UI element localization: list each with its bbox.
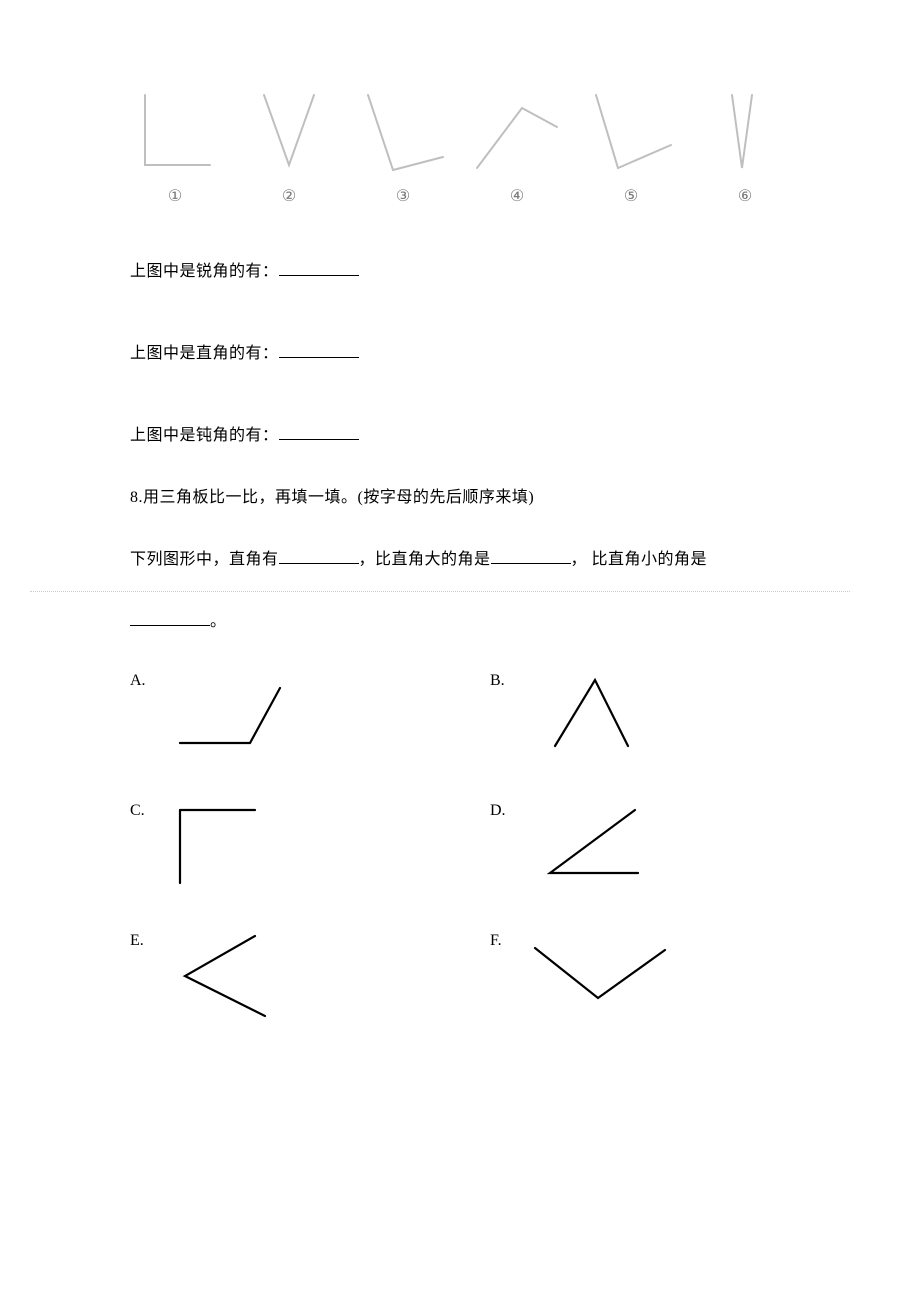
angle-5: ⑤ <box>586 90 676 206</box>
q-right-blank[interactable] <box>279 341 359 358</box>
shape-C-label: C. <box>130 802 150 820</box>
q8-title: 8.用三角板比一比，再填一填。(按字母的先后顺序来填) <box>130 482 790 514</box>
dotted-separator <box>30 590 850 592</box>
angle-6-label: ⑥ <box>738 186 752 206</box>
shape-E-label: E. <box>130 932 150 950</box>
shape-A: A. <box>130 668 430 758</box>
q-acute-text: 上图中是锐角的有： <box>130 263 279 280</box>
shape-D: D. <box>490 798 790 888</box>
angle-6-path <box>732 95 752 168</box>
angle-4-figure <box>472 90 562 180</box>
angle-4-label: ④ <box>510 186 524 206</box>
q-obtuse-line: 上图中是钝角的有： <box>130 420 790 452</box>
shape-C-path <box>180 810 255 883</box>
shape-D-label: D. <box>490 802 510 820</box>
shape-D-path <box>550 810 638 873</box>
angle-5-label: ⑤ <box>624 186 638 206</box>
page: ① ② ③ ④ ⑤ <box>0 0 920 1078</box>
q-right-text: 上图中是直角的有： <box>130 345 279 362</box>
angle-1-path <box>145 95 210 165</box>
angle-2-figure <box>244 90 334 180</box>
q8-pre: 下列图形中，直角有 <box>130 551 279 568</box>
q-acute-line: 上图中是锐角的有： <box>130 256 790 288</box>
angle-5-figure <box>586 90 676 180</box>
angle-3: ③ <box>358 90 448 206</box>
q8-blank-2[interactable] <box>491 547 571 564</box>
angle-3-label: ③ <box>396 186 410 206</box>
angle-1-label: ① <box>168 186 182 206</box>
shapes-grid: A. B. C. D. E. <box>130 668 790 1018</box>
angle-2-path <box>264 95 314 165</box>
angle-6: ⑥ <box>700 90 790 206</box>
angle-4-path <box>477 108 557 168</box>
angle-2: ② <box>244 90 334 206</box>
shape-B-figure <box>530 668 670 758</box>
angle-3-path <box>368 95 443 170</box>
shape-F-label: F. <box>490 932 510 950</box>
shape-F-figure <box>530 928 670 1018</box>
q8-blank-3[interactable] <box>130 609 210 626</box>
q8-fill-line: 下列图形中，直角有 ，比直角大的角是 ， 比直角小的角是 <box>130 544 790 576</box>
shape-C-figure <box>170 798 310 888</box>
shape-E-figure <box>170 928 310 1018</box>
q-right-line: 上图中是直角的有： <box>130 338 790 370</box>
angle-5-path <box>596 95 671 168</box>
angles-row: ① ② ③ ④ ⑤ <box>130 90 790 206</box>
angle-6-figure <box>700 90 790 180</box>
angle-1-figure <box>130 90 220 180</box>
angle-2-label: ② <box>282 186 296 206</box>
shape-B-path <box>555 680 628 746</box>
shape-A-path <box>180 688 280 743</box>
q-obtuse-text: 上图中是钝角的有： <box>130 427 279 444</box>
shape-D-figure <box>530 798 670 888</box>
q-acute-blank[interactable] <box>279 259 359 276</box>
q8-tail-line: 。 <box>130 606 790 638</box>
angle-4: ④ <box>472 90 562 206</box>
angle-3-figure <box>358 90 448 180</box>
q8-end: 。 <box>210 613 227 630</box>
shape-F: F. <box>490 928 790 1018</box>
shape-E: E. <box>130 928 430 1018</box>
shape-B: B. <box>490 668 790 758</box>
shape-A-label: A. <box>130 672 150 690</box>
shape-E-path <box>185 936 265 1016</box>
q8-blank-1[interactable] <box>279 547 359 564</box>
q8-mid2: ， 比直角小的角是 <box>571 551 708 568</box>
shape-F-path <box>535 948 665 998</box>
angle-1: ① <box>130 90 220 206</box>
shape-C: C. <box>130 798 430 888</box>
q8-mid1: ，比直角大的角是 <box>359 551 491 568</box>
shape-A-figure <box>170 668 310 758</box>
q-obtuse-blank[interactable] <box>279 423 359 440</box>
shape-B-label: B. <box>490 672 510 690</box>
